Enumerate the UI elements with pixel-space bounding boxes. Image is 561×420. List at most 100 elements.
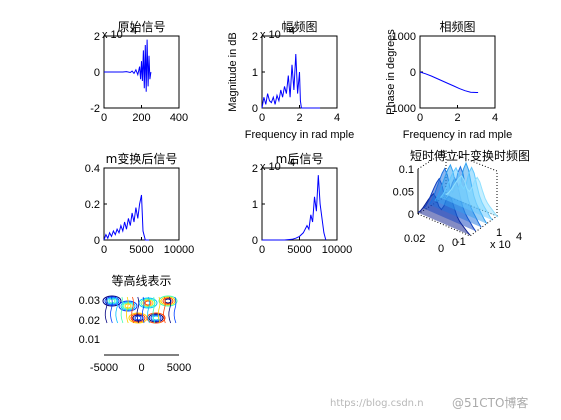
x-tick-label: 4 xyxy=(492,112,498,124)
x-tick-label: 0 xyxy=(259,112,265,124)
x-tick-label: 0 xyxy=(259,244,265,256)
contour-ring xyxy=(150,314,162,322)
y-tick-label: 1 xyxy=(252,67,258,79)
y-tick-label: 0 xyxy=(410,67,416,79)
contour-ring xyxy=(146,312,166,324)
x-tick-label: 5000 xyxy=(129,244,153,256)
series-line xyxy=(419,71,479,93)
plot-title: 幅频图 xyxy=(281,19,317,34)
y-tick-label: 0.4 xyxy=(85,163,100,175)
exponent-label: x 10 xyxy=(102,29,123,41)
exponent-power: 4 xyxy=(289,157,295,169)
x-tick-label: 10000 xyxy=(164,244,195,256)
contour-ring xyxy=(162,297,174,305)
series-line xyxy=(261,53,321,109)
series-line xyxy=(262,175,327,241)
y-axis-label: Magnitude in dB xyxy=(227,32,239,112)
y-tick-label: 2 xyxy=(252,31,258,43)
y-tick-label: 0 xyxy=(452,237,458,249)
x-tick-label: 400 xyxy=(170,112,188,124)
plot-title: 原始信号 xyxy=(117,20,165,34)
contour-trace xyxy=(157,296,161,324)
contour-ring xyxy=(144,300,152,306)
exponent-label: x 10 xyxy=(260,29,281,41)
x-tick-label: 2 xyxy=(454,112,460,124)
x-tick-label: 1 xyxy=(496,227,502,239)
subplot-p4: m变换后信号 0 5000 10000 0 0.2 0.4 xyxy=(85,151,195,256)
y-tick-label: 0 xyxy=(252,103,258,115)
x-tick-label: 4 xyxy=(334,112,340,124)
y-tick-label: 0.2 xyxy=(85,199,100,211)
plot-title: m后信号 xyxy=(276,152,324,166)
y-tick-label: 2 xyxy=(94,31,100,43)
surface-mesh xyxy=(417,161,499,236)
y-tick-label: 0 xyxy=(252,235,258,247)
exponent-label: x 10 xyxy=(260,161,281,173)
z-tick-label: 0.05 xyxy=(393,187,414,199)
contour-trace xyxy=(115,296,118,324)
y-tick-label: 2 xyxy=(252,163,258,175)
surface-box-edge xyxy=(417,150,498,172)
contour-trace xyxy=(126,296,129,324)
y-tick-label: 0.02 xyxy=(79,315,100,327)
plot-frame xyxy=(419,35,496,109)
x-axis-label: Frequency in rad mple xyxy=(245,129,354,141)
series-line xyxy=(103,194,149,241)
contour-ring xyxy=(158,295,178,307)
exponent-power: 4 xyxy=(289,25,295,37)
contour-trace xyxy=(141,296,145,324)
y-tick-label: 0.03 xyxy=(79,295,100,307)
y-tick-label: -2 xyxy=(90,103,100,115)
exponent-power: 4 xyxy=(131,25,137,37)
plot-title: 短时傅立叶变换时频图 xyxy=(410,148,530,163)
z-tick-label: 0.1 xyxy=(399,164,414,176)
contour-trace xyxy=(147,296,150,324)
x-tick-label: 5000 xyxy=(167,362,191,374)
series-line xyxy=(104,39,152,92)
contour-trace xyxy=(136,296,140,324)
contour-trace xyxy=(131,296,134,324)
plot-frame xyxy=(261,167,338,241)
y-tick-label: 0.02 xyxy=(404,233,425,245)
exponent-label: x 10 xyxy=(490,239,511,251)
x-tick-label: -5000 xyxy=(90,362,118,374)
y-tick-label: 0.01 xyxy=(79,334,100,346)
x-tick-label: 0 xyxy=(138,362,144,374)
x-tick-label: -1 xyxy=(456,236,466,248)
plot-title: 等高线表示 xyxy=(111,273,171,288)
y-tick-label: 1000 xyxy=(392,31,416,43)
contour-ring xyxy=(142,299,154,307)
contour-trace xyxy=(152,296,156,324)
x-tick-label: 200 xyxy=(132,112,150,124)
plot-title: 相频图 xyxy=(439,20,475,34)
contour-trace xyxy=(163,296,166,324)
contour-ring xyxy=(160,296,176,306)
y-tick-label: 0 xyxy=(94,235,100,247)
contour-ring xyxy=(148,313,164,323)
x-tick-label: 5000 xyxy=(287,244,311,256)
x-tick-label: 0 xyxy=(101,244,107,256)
contour-trace xyxy=(104,296,108,324)
z-tick-label: 0 xyxy=(408,209,414,221)
y-tick-label: 0 xyxy=(94,67,100,79)
contour-trace xyxy=(168,296,171,324)
subplot-p5: m后信号 0 5000 10000 0 1 2 x 10 4 xyxy=(252,152,352,256)
contour-ring xyxy=(130,313,146,323)
y-axis-label: Phase in degrees xyxy=(385,29,397,115)
x-tick-label: 10000 xyxy=(322,244,353,256)
contour-trace xyxy=(120,296,124,324)
subplot-p7: 等高线表示 -5000 0 5000 0.01 0.02 0.03 xyxy=(79,273,192,374)
watermark-url: https://blog.csdn.n xyxy=(330,398,424,409)
exponent-power: 4 xyxy=(516,231,522,243)
plot-title: m变换后信号 xyxy=(106,151,178,166)
contour-lines xyxy=(102,295,178,324)
x-axis-label: Frequency in rad mple xyxy=(403,129,512,141)
contour-trace xyxy=(110,296,113,324)
x-tick-label: 0 xyxy=(417,112,423,124)
surface-strip xyxy=(445,175,499,218)
